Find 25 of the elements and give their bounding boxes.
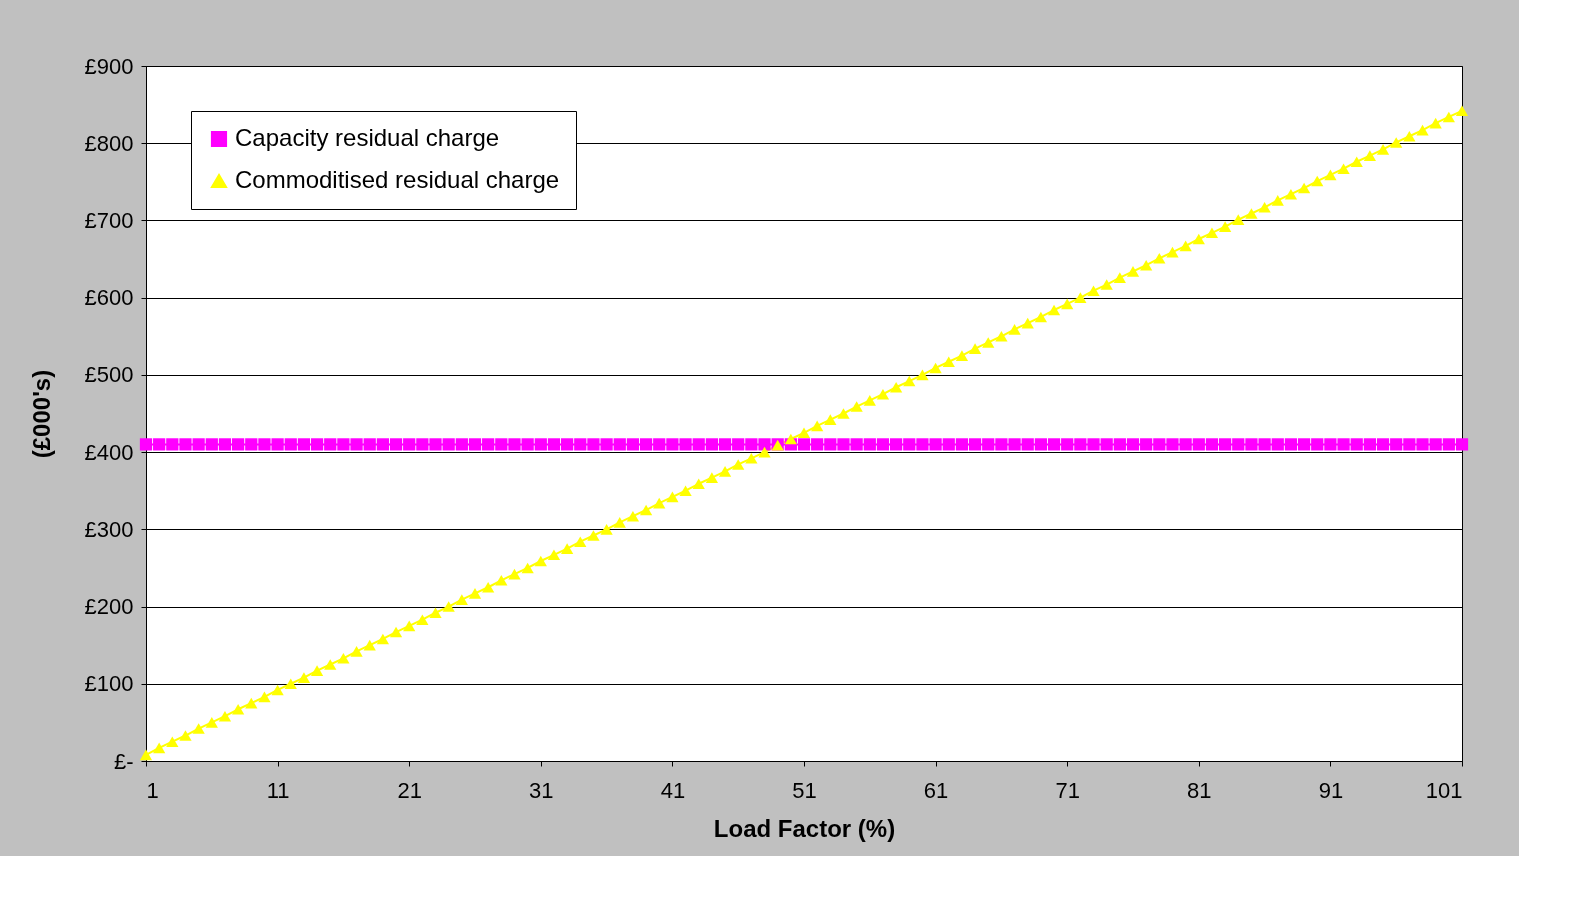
x-tick-label: 61 (923, 777, 949, 803)
y-tick-label: £700 (84, 207, 134, 233)
x-tick-label: 101 (1425, 777, 1463, 803)
x-tick-label: 1 (146, 777, 159, 803)
y-tick-label: £900 (84, 53, 134, 79)
y-tick-label: £600 (84, 285, 134, 311)
x-tick-label: 91 (1318, 777, 1344, 803)
x-tick-label: 21 (397, 777, 422, 803)
x-axis-title: Load Factor (%) (713, 814, 896, 842)
x-tick-label: 31 (529, 777, 554, 803)
y-tick-label: £300 (84, 516, 134, 542)
legend-label: Commoditised residual charge (235, 166, 560, 193)
y-tick-label: £200 (84, 594, 134, 620)
y-axis-title: (£000's) (27, 369, 55, 459)
y-tick-label: £100 (84, 671, 134, 697)
legend-label: Capacity residual charge (235, 124, 500, 151)
y-tick-label: £- (113, 748, 134, 774)
y-tick-label: £800 (84, 130, 134, 156)
y-tick-label: £400 (84, 439, 134, 465)
y-tick-label: £500 (84, 362, 134, 388)
x-tick-label: 11 (266, 777, 290, 803)
x-tick-label: 41 (660, 777, 686, 803)
x-tick-label: 81 (1187, 777, 1212, 803)
x-tick-label: 51 (792, 777, 817, 803)
x-tick-label: 71 (1055, 777, 1080, 803)
